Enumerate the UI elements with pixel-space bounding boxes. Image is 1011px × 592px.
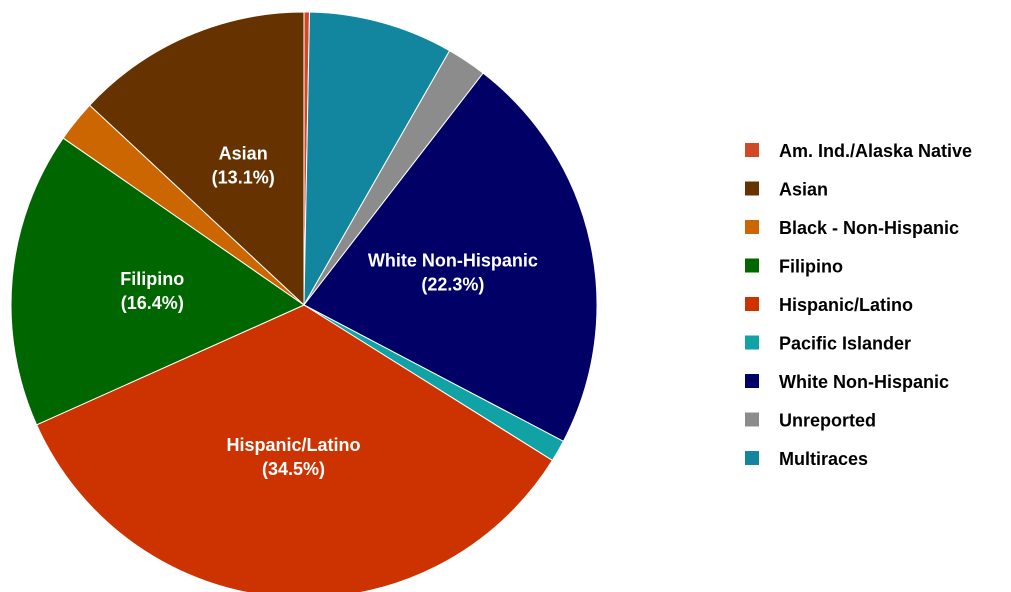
legend-label: White Non-Hispanic [779,372,949,392]
pie-slice-filipino [10,137,306,426]
pie-labels: White Non-Hispanic (22.3%) Hispanic/Latino… [120,143,538,479]
legend-label: Black - Non-Hispanic [779,218,959,238]
legend-swatch [745,297,759,311]
legend-item-white-non-hispanic: White Non-Hispanic [745,372,949,392]
slice-label-white-non-hispanic: White Non-Hispanic (22.3%) [368,251,538,295]
legend-swatch [745,258,759,273]
legend-item-pacific-islander: Pacific Islander [745,334,911,354]
slice-label-asian: Asian (13.1%) [212,143,275,187]
legend-label: Hispanic/Latino [779,295,913,315]
legend-item-filipino: Filipino [745,257,843,277]
legend-swatch [745,220,759,234]
legend-label: Asian [779,180,828,200]
legend-swatch [745,335,759,350]
legend-item-asian: Asian [745,180,828,200]
legend-swatch [745,412,759,427]
slice-label-hispanic-latino: Hispanic/Latino (34.5%) [226,435,360,479]
legend-swatch [745,181,759,196]
legend-swatch [745,451,759,465]
legend-label: Am. Ind./Alaska Native [779,141,972,161]
legend-item-black-non-hispanic: Black - Non-Hispanic [745,218,959,238]
legend-item-multiraces: Multiraces [745,449,868,469]
legend-label: Multiraces [779,449,868,469]
legend-label: Pacific Islander [779,334,911,354]
legend-swatch [745,374,759,388]
pie-slice-multiraces [303,11,451,306]
pie-slices [10,11,598,592]
pie-slice-asian [88,11,305,307]
legend: Am. Ind./Alaska Native Asian Black - Non-H… [745,141,972,469]
slice-label-filipino: Filipino (16.4%) [120,269,184,313]
legend-item-hispanic-latino: Hispanic/Latino [745,295,913,315]
pie-slice-hispanic-latino [35,304,554,592]
legend-item-am-ind-alaska-native: Am. Ind./Alaska Native [745,141,972,161]
legend-swatch [745,143,759,157]
legend-item-unreported: Unreported [745,411,876,431]
pie-slice-white-non-hispanic [303,72,598,442]
legend-label: Unreported [779,411,876,431]
legend-label: Filipino [779,257,843,277]
